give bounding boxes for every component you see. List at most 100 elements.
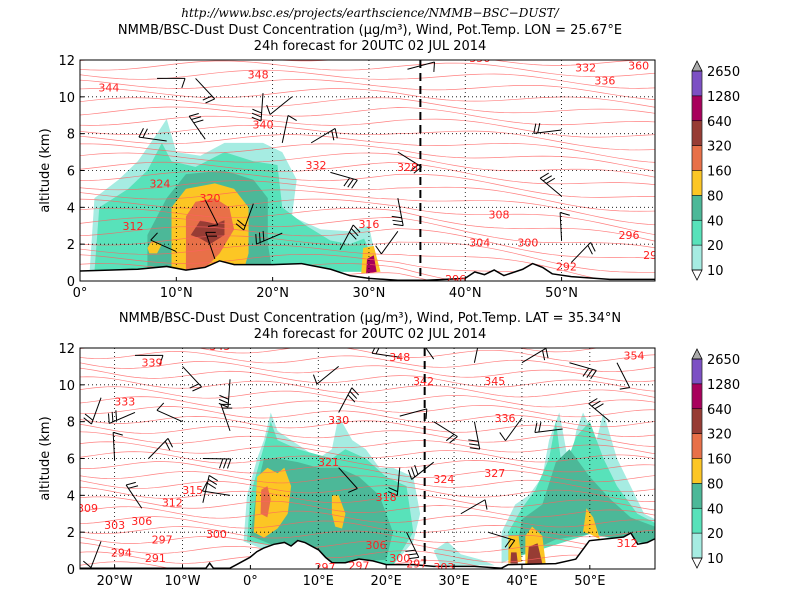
colorbar: 10 20 40 80 160 320 640 1280 2650 xyxy=(691,348,740,569)
wind-barb-feather xyxy=(334,128,338,139)
theta-label: 360 xyxy=(628,60,649,73)
theta-label: 336 xyxy=(494,412,515,425)
theta-label: 300 xyxy=(517,236,538,249)
wind-barb xyxy=(251,93,264,122)
wind-barb-feather xyxy=(218,398,229,404)
wind-barb-feather xyxy=(208,478,218,486)
wind-barb xyxy=(107,410,136,424)
colorbar-label: 10 xyxy=(707,552,724,567)
theta-label: 297 xyxy=(315,561,336,574)
wind-barb-feather xyxy=(252,108,262,114)
x-tick-label: 0° xyxy=(243,574,258,589)
wind-barb-staff xyxy=(109,411,136,424)
theta-label: 304 xyxy=(469,236,490,249)
wind-barb-feather xyxy=(83,560,92,568)
wind-barb-feather xyxy=(262,230,265,241)
y-tick-label: 12 xyxy=(58,342,75,357)
wind-barb-feather xyxy=(410,164,419,172)
wind-barb xyxy=(235,203,254,231)
wind-barb-feather xyxy=(468,439,479,442)
wind-barb-staff xyxy=(411,461,434,480)
theta-contour-line xyxy=(80,88,655,108)
wind-barb-feather xyxy=(445,433,455,442)
theta-label: 306 xyxy=(131,515,152,528)
colorbar-label: 10 xyxy=(707,264,724,279)
wind-barb-feather xyxy=(113,431,123,436)
colorbar-extend-min xyxy=(691,557,703,569)
wind-barb-staff xyxy=(521,348,547,364)
wind-barb-staff xyxy=(397,198,404,226)
wind-barb-staff xyxy=(534,428,563,433)
theta-label: 332 xyxy=(575,61,596,74)
theta-label: 297 xyxy=(406,557,427,570)
bottom-plot-subtitle: 24h forecast for 20UTC 02 JUL 2014 xyxy=(253,327,487,342)
wind-barb-feather xyxy=(219,394,229,400)
theta-contour-line xyxy=(80,125,655,151)
wind-barb xyxy=(134,354,164,365)
wind-barb-feather xyxy=(542,175,553,182)
plot-area: 344 348 340 332 324 320 312 316 328 308 304 300 296 2… xyxy=(80,60,655,281)
theta-contour-line xyxy=(517,348,600,353)
dust-contour-40 xyxy=(515,449,655,558)
wind-barb-feather xyxy=(469,447,480,450)
colorbar-segment xyxy=(692,120,702,146)
wind-barb-feather xyxy=(586,369,593,378)
colorbar-segment xyxy=(692,458,702,484)
wind-barb-feather xyxy=(83,417,92,425)
wind-barb-staff xyxy=(269,96,293,115)
wind-barb-staff xyxy=(138,136,167,142)
wind-barb-staff xyxy=(338,387,353,413)
theta-contour-line xyxy=(80,471,655,493)
wind-barb-feather xyxy=(393,223,404,227)
theta-contour-line xyxy=(80,351,655,373)
wind-barb-feather xyxy=(534,422,538,433)
wind-barb-feather xyxy=(189,383,200,389)
wind-barb-feather xyxy=(420,337,430,340)
wind-barb-staff xyxy=(220,404,231,432)
wind-barb-staff xyxy=(150,239,177,252)
y-tick-label: 2 xyxy=(67,526,75,541)
wind-barb-staff xyxy=(156,409,183,423)
wind-barb-staff xyxy=(148,438,169,459)
theta-label: 324 xyxy=(433,473,454,486)
colorbar-label: 320 xyxy=(707,140,732,155)
wind-barb-feather xyxy=(218,402,229,408)
wind-barb-feather xyxy=(351,179,358,189)
wind-barb-feather xyxy=(115,410,118,421)
wind-barb-feather xyxy=(411,467,416,478)
wind-barb-feather xyxy=(202,95,213,101)
colorbar-label: 80 xyxy=(707,477,724,492)
theta-label: 348 xyxy=(389,351,410,364)
wind-barb xyxy=(521,348,549,364)
x-tick-label: 30°E xyxy=(438,574,469,589)
wind-barb xyxy=(202,474,218,503)
theta-label: 342 xyxy=(413,375,434,388)
wind-barb-feather xyxy=(533,123,537,134)
colorbar-label: 160 xyxy=(707,453,732,468)
theta-label: 348 xyxy=(248,69,269,82)
wind-barb-staff xyxy=(256,232,283,245)
wind-barb xyxy=(533,123,562,134)
theta-label: 330 xyxy=(328,414,349,427)
theta-label: 321 xyxy=(318,456,339,469)
wind-barb-feather xyxy=(164,441,171,451)
wind-barb-feather xyxy=(351,387,359,396)
theta-contour-line xyxy=(80,480,655,502)
x-tick-label: 10°N xyxy=(160,286,193,301)
wind-barb-staff xyxy=(202,490,231,496)
wind-barb xyxy=(112,431,123,461)
theta-label: 340 xyxy=(252,118,273,131)
wind-barb-feather xyxy=(159,355,164,365)
theta-label: 345 xyxy=(209,340,230,353)
wind-barb xyxy=(148,438,174,459)
colorbar-label: 640 xyxy=(707,115,732,130)
wind-barb xyxy=(182,366,202,392)
dust-contour-80 xyxy=(253,467,292,538)
theta-label: 354 xyxy=(623,349,644,362)
wind-barb xyxy=(312,366,339,385)
wind-barb-feather xyxy=(207,224,218,227)
theta-contour-line xyxy=(80,348,655,363)
wind-barb-staff xyxy=(339,224,354,250)
wind-barb xyxy=(460,499,488,515)
